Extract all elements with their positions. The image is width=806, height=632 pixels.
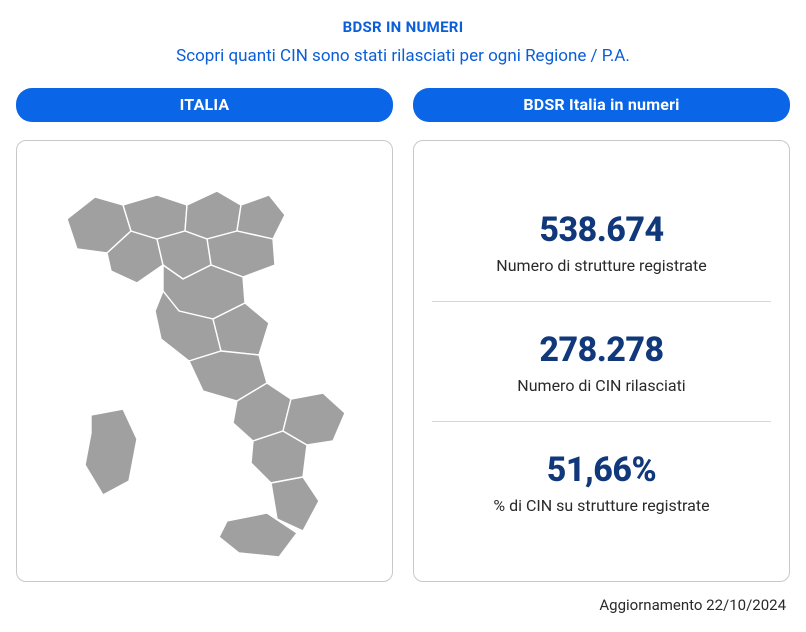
map-heading-pill: ITALIA	[16, 88, 393, 122]
italy-map[interactable]	[45, 161, 365, 561]
map-region[interactable]	[283, 393, 345, 445]
stat-cin-issued: 278.278 Numero di CIN rilasciati	[432, 301, 771, 421]
map-region[interactable]	[85, 409, 137, 495]
stat-value: 538.674	[432, 210, 771, 250]
update-date: Aggiornamento 22/10/2024	[16, 596, 790, 614]
stat-percentage: 51,66% % di CIN su strutture registrate	[432, 421, 771, 541]
stat-value: 51,66%	[432, 450, 771, 490]
page-subtitle: Scopri quanti CIN sono stati rilasciati …	[16, 46, 790, 66]
stats-list: 538.674 Numero di strutture registrate 2…	[432, 182, 771, 541]
page-title: BDSR IN NUMERI	[16, 18, 790, 36]
stats-panel: 538.674 Numero di strutture registrate 2…	[413, 140, 790, 582]
stat-value: 278.278	[432, 330, 771, 370]
map-panel	[16, 140, 393, 582]
stat-label: Numero di CIN rilasciati	[432, 376, 771, 395]
stat-structures: 538.674 Numero di strutture registrate	[432, 182, 771, 301]
content-columns: ITALIA	[16, 88, 790, 582]
right-column: BDSR Italia in numeri 538.674 Numero di …	[413, 88, 790, 582]
stats-heading-pill: BDSR Italia in numeri	[413, 88, 790, 122]
left-column: ITALIA	[16, 88, 393, 582]
stat-label: Numero di strutture registrate	[432, 256, 771, 275]
stat-label: % di CIN su strutture registrate	[432, 496, 771, 515]
